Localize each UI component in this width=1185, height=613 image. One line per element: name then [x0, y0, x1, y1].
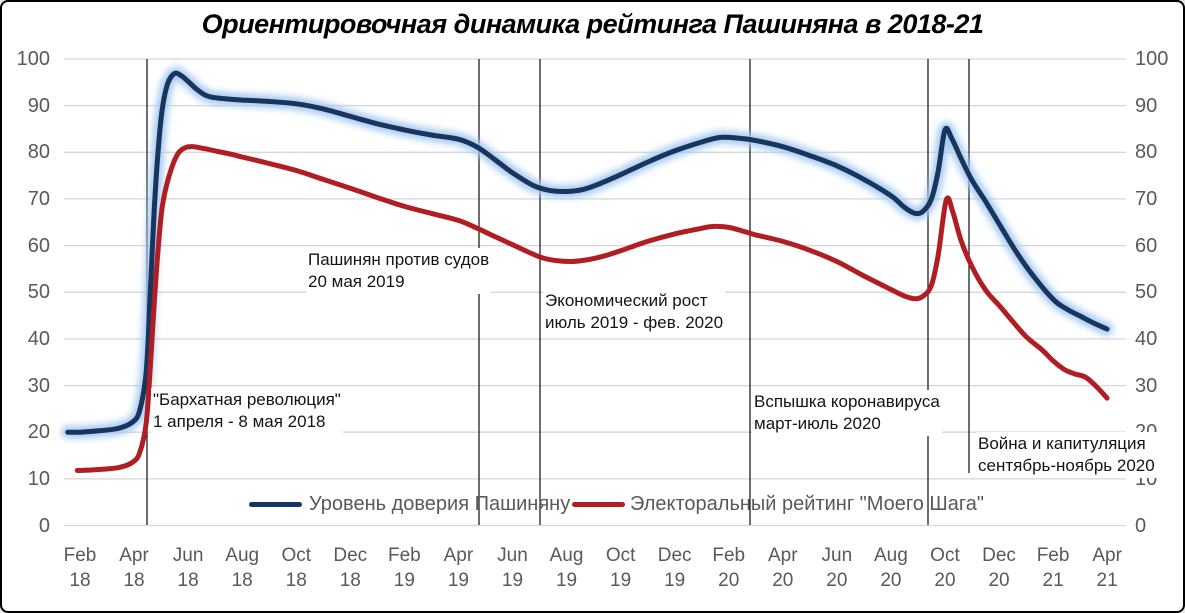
x-tick-Jun-20: Jun 20 — [821, 545, 853, 591]
annotation-3: Вспышка коронавируса март-июль 2020 — [752, 390, 942, 436]
x-tick-Dec-19: Dec 19 — [657, 545, 692, 591]
x-tick-Aug-20: Aug 20 — [873, 545, 908, 591]
y-tick-left-30: 30 — [27, 374, 50, 397]
legend-swatch-electoral-line — [572, 502, 625, 507]
y-tick-right-40: 40 — [1135, 327, 1158, 350]
x-tick-Apr-21: Apr 21 — [1092, 545, 1122, 591]
series-line-0 — [65, 70, 1110, 435]
x-tick-Feb-20: Feb 20 — [712, 545, 746, 591]
y-tick-right-60: 60 — [1135, 234, 1158, 257]
y-tick-left-10: 10 — [27, 467, 50, 490]
annotation-4: Война и капитуляция сентябрь-ноябрь 2020 — [976, 432, 1157, 478]
y-tick-left-40: 40 — [27, 327, 50, 350]
legend-label-trust-line: Уровень доверия Пашиняну — [309, 493, 571, 515]
y-tick-right-100: 100 — [1135, 48, 1169, 70]
x-tick-Apr-19: Apr 19 — [443, 545, 474, 591]
y-tick-right-30: 30 — [1135, 374, 1158, 397]
annotation-2: Экономический рост июль 2019 - фев. 2020 — [543, 289, 726, 335]
x-tick-Oct-18: Oct 18 — [281, 545, 312, 591]
chart-title: Ориентировочная динамика рейтинга Пашиня… — [201, 9, 984, 39]
annotation-0: "Бархатная революция" 1 апреля - 8 мая 20… — [151, 388, 343, 434]
x-tick-Jun-18: Jun 18 — [172, 545, 204, 591]
legend-swatch-trust-line — [249, 502, 302, 507]
y-tick-left-20: 20 — [27, 421, 50, 444]
y-tick-left-80: 80 — [27, 141, 50, 164]
y-tick-left-70: 70 — [27, 187, 50, 210]
y-tick-right-50: 50 — [1135, 281, 1158, 304]
x-tick-Feb-21: Feb 21 — [1036, 545, 1070, 591]
series-line-1 — [74, 144, 1110, 474]
x-tick-Jun-19: Jun 19 — [497, 545, 528, 591]
y-tick-left-0: 0 — [38, 514, 50, 537]
y-tick-right-0: 0 — [1135, 514, 1147, 537]
y-tick-left-50: 50 — [27, 281, 50, 304]
x-tick-Oct-20: Oct 20 — [930, 545, 960, 591]
annotation-1: Пашинян против судов 20 мая 2019 — [306, 248, 492, 294]
x-tick-Feb-19: Feb 19 — [387, 545, 421, 591]
y-tick-left-60: 60 — [27, 234, 50, 257]
y-tick-right-70: 70 — [1135, 187, 1158, 210]
x-tick-Apr-18: Apr 18 — [119, 545, 149, 591]
x-tick-Aug-18: Aug 18 — [225, 545, 260, 591]
legend-label-electoral-line: Электоральный рейтинг "Моего Шага" — [630, 493, 984, 515]
x-tick-Dec-20: Dec 20 — [982, 545, 1016, 591]
series-glow-0 — [61, 66, 1114, 439]
x-tick-Feb-18: Feb 18 — [63, 545, 97, 591]
x-tick-Aug-19: Aug 19 — [549, 545, 584, 591]
x-tick-Dec-18: Dec 18 — [333, 545, 368, 591]
y-tick-left-90: 90 — [27, 94, 50, 117]
x-tick-Apr-20: Apr 20 — [767, 545, 798, 591]
y-tick-right-80: 80 — [1135, 141, 1158, 164]
x-tick-Oct-19: Oct 19 — [605, 545, 636, 591]
y-tick-left-100: 100 — [16, 48, 50, 70]
y-tick-right-90: 90 — [1135, 94, 1158, 117]
